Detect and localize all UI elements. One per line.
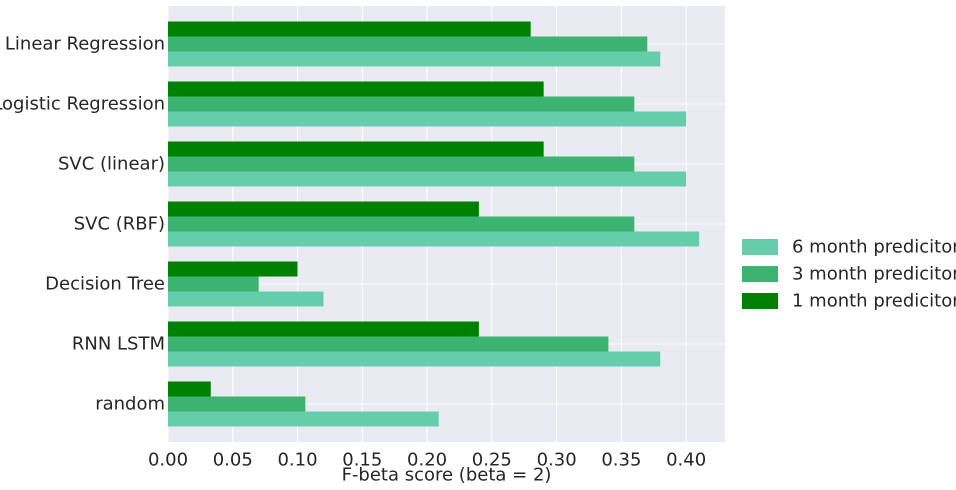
x-axis-label: F-beta score (beta = 2) (342, 465, 552, 486)
bar-rnn-lstm-series-0 (168, 351, 661, 367)
y-tick-label: Decision Tree (45, 274, 165, 295)
legend-swatch-1 (742, 266, 778, 282)
bar-linear-regression-series-1 (168, 36, 648, 52)
x-tick-label: 0.20 (407, 450, 447, 471)
legend: 6 month prediciton 3 month prediciton 1 mo… (742, 237, 956, 312)
x-tick-label: 0.40 (666, 450, 706, 471)
legend-swatch-2 (742, 293, 778, 309)
bar-decision-tree-series-1 (168, 276, 259, 292)
x-tick-label: 0.25 (472, 450, 512, 471)
x-tick-label: 0.05 (213, 450, 253, 471)
bar-rnn-lstm-series-1 (168, 336, 609, 352)
bar-logistic-regression-series-1 (168, 96, 635, 112)
bars (168, 21, 700, 427)
bar-random-series-2 (168, 381, 211, 397)
bar-random-series-1 (168, 396, 306, 412)
x-tick-label: 0.00 (148, 450, 188, 471)
legend-label: 6 month prediciton (792, 237, 956, 258)
bar-svc-rbf-series-0 (168, 231, 700, 247)
legend-label: 3 month prediciton (792, 264, 956, 285)
bar-svc-rbf-series-1 (168, 216, 635, 232)
bar-linear-regression-series-2 (168, 21, 531, 37)
x-tick-label: 0.35 (601, 450, 641, 471)
bar-rnn-lstm-series-2 (168, 321, 479, 337)
bar-decision-tree-series-0 (168, 291, 324, 307)
legend-swatch-0 (742, 239, 778, 255)
y-tick-label: SVC (linear) (58, 154, 165, 175)
legend-label: 1 month prediciton (792, 291, 956, 312)
x-tick-labels: 0.00 0.05 0.10 0.15 0.20 0.25 0.30 0.35 0.40 (148, 450, 706, 471)
y-tick-label: random (95, 394, 165, 415)
y-tick-label: RNN LSTM (72, 334, 165, 355)
y-tick-labels: Linear Regression Logistic Regression SVC … (0, 34, 165, 415)
bar-logistic-regression-series-2 (168, 81, 544, 97)
bar-svc-linear-series-2 (168, 141, 544, 157)
bar-svc-linear-series-0 (168, 171, 687, 187)
x-tick-label: 0.10 (277, 450, 317, 471)
y-tick-label: Logistic Regression (0, 94, 165, 115)
bar-linear-regression-series-0 (168, 51, 661, 67)
bar-svc-rbf-series-2 (168, 201, 479, 217)
y-tick-label: Linear Regression (5, 34, 165, 55)
x-tick-label: 0.15 (342, 450, 382, 471)
x-tick-label: 0.30 (537, 450, 577, 471)
bar-decision-tree-series-2 (168, 261, 298, 277)
bar-logistic-regression-series-0 (168, 111, 687, 127)
bar-svc-linear-series-1 (168, 156, 635, 172)
y-tick-label: SVC (RBF) (74, 214, 165, 235)
bar-random-series-0 (168, 411, 439, 427)
